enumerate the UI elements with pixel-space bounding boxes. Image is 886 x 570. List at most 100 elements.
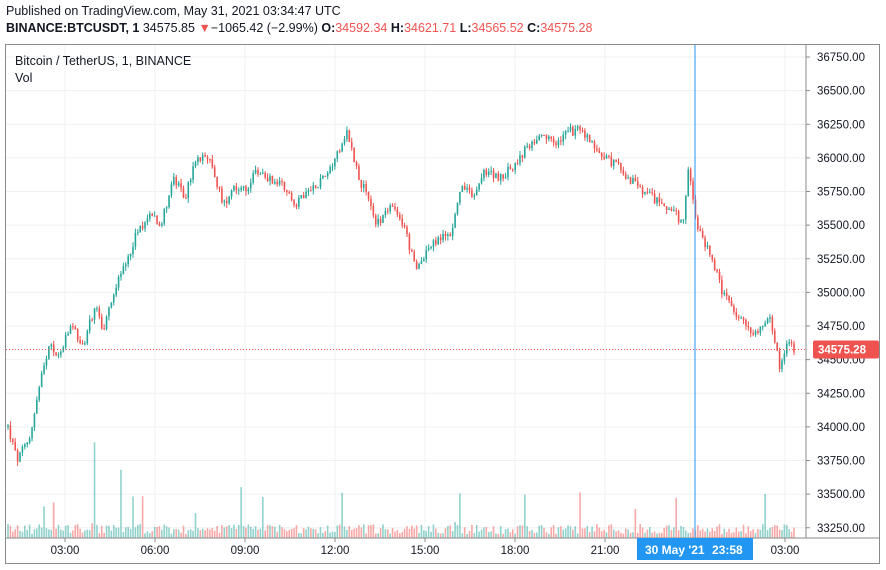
- volume-bar: [60, 529, 62, 538]
- candle-body: [69, 326, 72, 334]
- candle-body: [499, 174, 502, 181]
- candle-body: [680, 220, 682, 223]
- volume-bar: [367, 525, 370, 538]
- candle-body: [247, 188, 250, 192]
- volume-bar: [55, 528, 57, 538]
- candle-body: [346, 130, 348, 140]
- candle-body: [740, 317, 742, 319]
- volume-bar: [793, 527, 795, 538]
- volume-bar: [36, 528, 38, 538]
- crosshair-time-badge: [637, 538, 753, 560]
- candle-body: [564, 130, 567, 135]
- volume-bar: [471, 524, 473, 538]
- candle-body: [281, 180, 283, 182]
- candle-body: [543, 135, 545, 137]
- candle-body: [115, 287, 117, 295]
- volume-bar: [687, 532, 690, 538]
- volume-bar: [264, 530, 266, 538]
- candle-body: [199, 157, 202, 161]
- last-price: 34575.85: [142, 21, 195, 35]
- volume-bar: [598, 527, 601, 538]
- candle-body: [120, 273, 122, 277]
- volume-bar: [660, 532, 663, 538]
- volume-bar: [391, 527, 394, 538]
- candle-body: [213, 167, 216, 178]
- candle-body: [158, 223, 161, 226]
- volume-bar: [252, 529, 254, 538]
- volume-bar: [521, 525, 524, 538]
- candle-body: [531, 141, 533, 149]
- volume-bar: [701, 528, 704, 538]
- volume-bar: [88, 529, 91, 538]
- candle-body: [415, 261, 418, 269]
- candle-body: [656, 197, 658, 204]
- volume-bar: [194, 513, 197, 538]
- volume-bar: [543, 527, 545, 538]
- candle-body: [391, 205, 394, 207]
- candle-body: [526, 145, 528, 147]
- candle-body: [521, 155, 524, 158]
- volume-bar: [785, 525, 788, 538]
- candle-body: [533, 141, 536, 144]
- y-tick-label: 36000.00: [817, 153, 865, 165]
- candle-body: [548, 136, 550, 140]
- candle-body: [456, 202, 459, 215]
- candle-body: [622, 170, 625, 175]
- candle-body: [103, 328, 105, 330]
- candle-body: [177, 183, 180, 186]
- candle-body: [382, 215, 384, 223]
- candle-body: [19, 452, 21, 462]
- volume-bar: [158, 526, 161, 538]
- volume-bar: [711, 528, 714, 538]
- volume-bar: [26, 530, 29, 538]
- volume-bar: [240, 487, 242, 538]
- volume-bar: [115, 527, 117, 538]
- candle-body: [240, 187, 242, 190]
- candle-body: [165, 207, 168, 209]
- volume-bar: [725, 531, 728, 538]
- candle-body: [600, 152, 603, 157]
- chart-frame[interactable]: [5, 44, 880, 564]
- volume-bar: [447, 526, 449, 538]
- candle-body: [447, 234, 449, 237]
- volume-bar: [108, 525, 110, 538]
- volume-bar: [343, 526, 346, 538]
- candle-body: [523, 146, 526, 158]
- volume-bar: [608, 525, 610, 538]
- candle-body: [435, 240, 437, 245]
- candle-body: [699, 229, 702, 232]
- volume-bar: [612, 529, 615, 538]
- candle-body: [216, 177, 218, 187]
- candle-body: [487, 171, 490, 175]
- candle-body: [468, 187, 471, 191]
- volume-bar: [519, 525, 521, 538]
- candle-body: [245, 186, 247, 192]
- volume-bar: [495, 533, 497, 538]
- candle-body: [764, 323, 766, 327]
- candle-body: [605, 155, 608, 159]
- candle-body: [254, 169, 257, 174]
- volume-bar: [338, 524, 341, 538]
- candle-body: [206, 156, 209, 160]
- candle-body: [658, 197, 661, 203]
- volume-bar: [718, 524, 721, 538]
- candle-body: [252, 173, 254, 183]
- candle-body: [45, 358, 48, 366]
- candle-body: [713, 259, 716, 270]
- volume-bar: [449, 525, 452, 538]
- volume-bar: [286, 531, 288, 538]
- volume-bar: [617, 530, 620, 538]
- volume-bar: [341, 492, 343, 538]
- volume-bar: [673, 527, 675, 538]
- volume-bar: [105, 525, 108, 538]
- candle-body: [156, 215, 158, 224]
- volume-bar: [764, 494, 766, 538]
- candle-body: [749, 327, 752, 333]
- candle-body: [793, 343, 795, 353]
- candle-body: [627, 177, 629, 179]
- volume-bar: [773, 525, 776, 538]
- candle-body: [427, 248, 430, 251]
- volume-bar: [459, 493, 461, 538]
- volume-bar: [560, 526, 562, 538]
